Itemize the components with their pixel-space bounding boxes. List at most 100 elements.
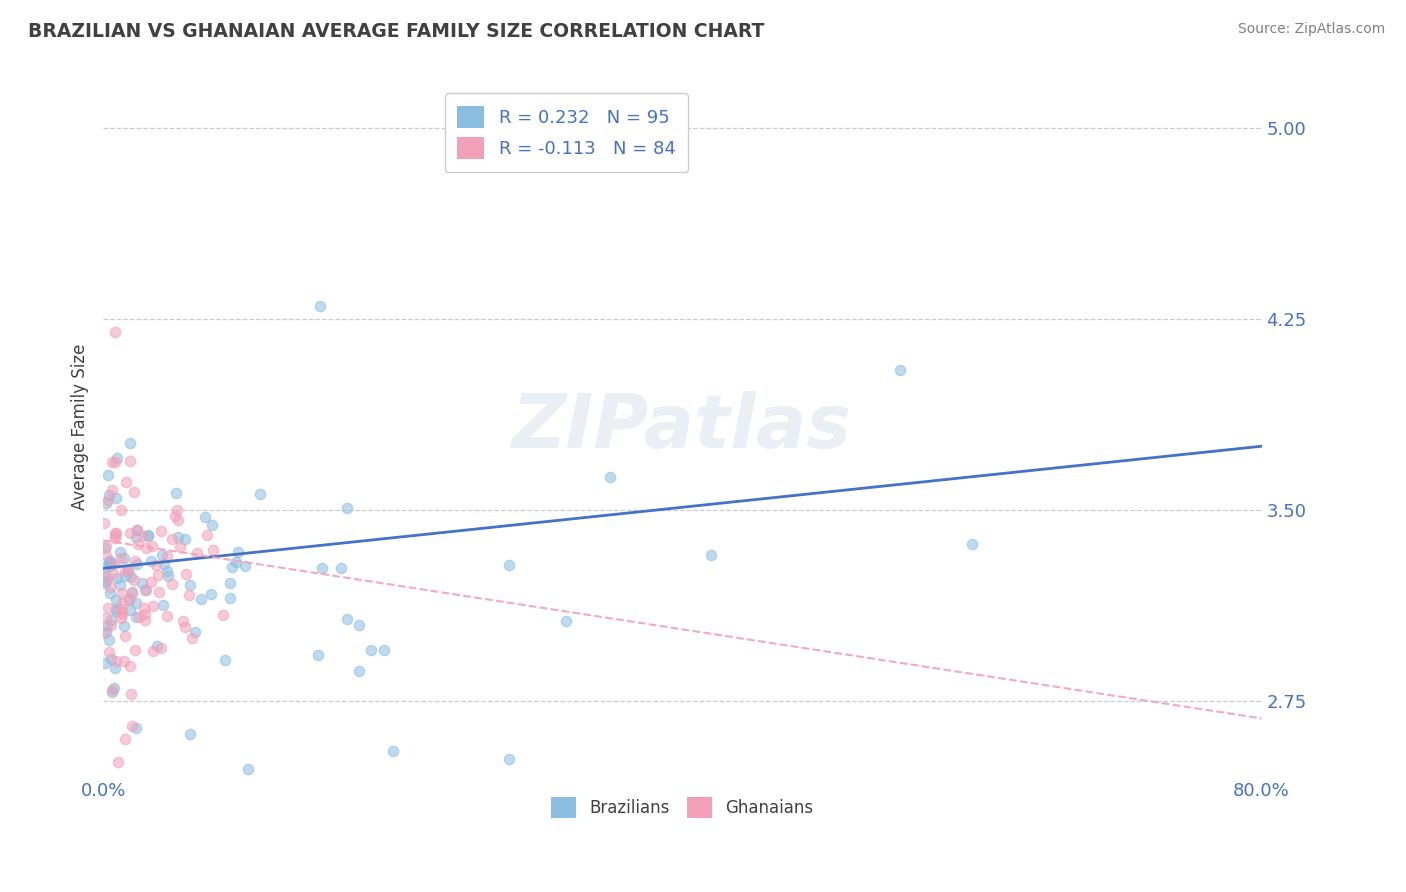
Point	[960, 537, 983, 551]
Point	[125, 610, 148, 624]
Point	[173, 620, 195, 634]
Point	[120, 570, 142, 584]
Point	[249, 487, 271, 501]
Point	[148, 585, 170, 599]
Point	[145, 558, 167, 573]
Point	[111, 607, 134, 621]
Point	[100, 554, 122, 568]
Point	[153, 558, 176, 572]
Point	[120, 603, 142, 617]
Point	[104, 526, 127, 541]
Point	[94, 541, 117, 556]
Point	[101, 483, 124, 497]
Point	[122, 485, 145, 500]
Point	[127, 537, 149, 551]
Point	[163, 508, 186, 523]
Point	[96, 495, 118, 509]
Point	[156, 564, 179, 578]
Point	[104, 455, 127, 469]
Point	[112, 551, 135, 566]
Point	[214, 653, 236, 667]
Point	[100, 557, 122, 571]
Point	[173, 532, 195, 546]
Point	[97, 468, 120, 483]
Point	[360, 643, 382, 657]
Point	[233, 559, 256, 574]
Point	[93, 516, 115, 531]
Point	[125, 558, 148, 572]
Point	[311, 561, 333, 575]
Point	[98, 559, 121, 574]
Point	[120, 454, 142, 468]
Point	[100, 581, 122, 595]
Point	[97, 644, 120, 658]
Point	[94, 548, 117, 562]
Point	[555, 614, 578, 628]
Point	[131, 575, 153, 590]
Point	[146, 567, 169, 582]
Point	[150, 641, 173, 656]
Point	[160, 577, 183, 591]
Point	[135, 541, 157, 555]
Point	[110, 502, 132, 516]
Point	[381, 744, 404, 758]
Point	[110, 551, 132, 566]
Point	[111, 585, 134, 599]
Point	[336, 612, 359, 626]
Point	[110, 610, 132, 624]
Point	[118, 436, 141, 450]
Point	[152, 598, 174, 612]
Point	[167, 512, 190, 526]
Point	[134, 582, 156, 597]
Point	[111, 596, 134, 610]
Text: BRAZILIAN VS GHANAIAN AVERAGE FAMILY SIZE CORRELATION CHART: BRAZILIAN VS GHANAIAN AVERAGE FAMILY SIZ…	[28, 22, 765, 41]
Point	[125, 523, 148, 537]
Point	[105, 593, 128, 607]
Point	[225, 555, 247, 569]
Point	[120, 687, 142, 701]
Point	[98, 488, 121, 502]
Point	[96, 570, 118, 584]
Point	[142, 599, 165, 613]
Point	[97, 493, 120, 508]
Point	[94, 656, 117, 670]
Point	[104, 654, 127, 668]
Point	[97, 556, 120, 570]
Point	[94, 539, 117, 553]
Point	[108, 578, 131, 592]
Point	[117, 563, 139, 577]
Point	[94, 625, 117, 640]
Point	[124, 643, 146, 657]
Point	[167, 530, 190, 544]
Point	[122, 574, 145, 588]
Point	[180, 632, 202, 646]
Point	[160, 532, 183, 546]
Point	[135, 582, 157, 597]
Point	[120, 659, 142, 673]
Point	[150, 548, 173, 562]
Point	[114, 629, 136, 643]
Point	[139, 575, 162, 590]
Point	[127, 523, 149, 537]
Point	[179, 578, 201, 592]
Point	[101, 683, 124, 698]
Point	[100, 685, 122, 699]
Point	[221, 560, 243, 574]
Point	[212, 607, 235, 622]
Point	[97, 633, 120, 648]
Point	[179, 726, 201, 740]
Point	[98, 554, 121, 568]
Point	[94, 576, 117, 591]
Point	[107, 756, 129, 770]
Point	[498, 558, 520, 572]
Point	[118, 592, 141, 607]
Point	[104, 602, 127, 616]
Point	[104, 604, 127, 618]
Point	[146, 640, 169, 654]
Point	[889, 363, 911, 377]
Point	[136, 528, 159, 542]
Point	[200, 587, 222, 601]
Point	[121, 719, 143, 733]
Point	[110, 601, 132, 615]
Point	[134, 600, 156, 615]
